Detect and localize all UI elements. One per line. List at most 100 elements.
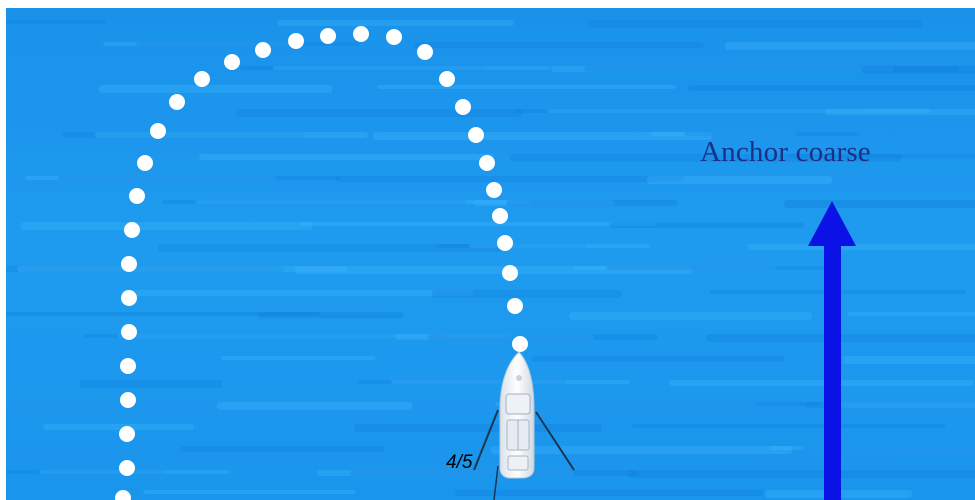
water-streak: [725, 42, 975, 50]
path-dot: [194, 71, 210, 87]
water-streak: [473, 200, 614, 206]
water-streak: [395, 334, 594, 340]
diagram-canvas: [6, 8, 975, 500]
water-streak: [117, 334, 510, 338]
path-dot: [121, 256, 137, 272]
arrow-head: [808, 201, 856, 246]
water-streak: [747, 244, 975, 250]
path-dot: [121, 324, 137, 340]
water-streak: [414, 42, 704, 48]
water-streak: [584, 66, 958, 72]
water-streak: [573, 266, 776, 270]
path-dot: [119, 460, 135, 476]
water-streak: [373, 132, 712, 140]
boat-cabin: [505, 393, 531, 415]
path-dot: [439, 71, 455, 87]
boat-icon: [473, 351, 575, 500]
water-streak: [162, 200, 466, 204]
water-streak: [58, 176, 340, 180]
water-streak: [143, 490, 356, 494]
path-dot: [124, 222, 140, 238]
path-dot: [468, 127, 484, 143]
path-dot: [137, 155, 153, 171]
path-dot: [150, 123, 166, 139]
water-streak: [669, 380, 974, 386]
water-streak: [99, 85, 332, 93]
path-dot: [486, 182, 502, 198]
path-dot: [169, 94, 185, 110]
water-streak: [295, 266, 692, 274]
water-streak: [610, 222, 804, 228]
path-dot: [255, 42, 271, 58]
path-dot: [507, 298, 523, 314]
water-streak: [847, 312, 975, 316]
water-streak: [221, 356, 376, 360]
water-streak: [354, 424, 602, 432]
path-dot: [320, 28, 336, 44]
water-streak: [514, 109, 866, 113]
water-streak: [491, 446, 792, 454]
boat-wake-right: [535, 411, 575, 471]
water-streak: [21, 222, 312, 230]
water-streak: [551, 66, 894, 72]
boat-path-dots: [115, 26, 528, 500]
water-streak: [788, 154, 975, 158]
water-streak: [839, 402, 975, 408]
path-dot: [492, 208, 508, 224]
path-dot: [121, 290, 137, 306]
water-streak: [532, 356, 784, 362]
water-streak: [158, 244, 502, 252]
anchor-course-label: Anchor coarse: [700, 136, 871, 168]
water-streak: [454, 490, 764, 496]
water-streak: [62, 132, 304, 138]
water-streak: [336, 176, 684, 182]
water-streak: [647, 176, 832, 184]
path-dot: [129, 188, 145, 204]
water-streak: [510, 154, 902, 162]
water-streak: [632, 424, 946, 428]
path-dot: [119, 426, 135, 442]
water-streak: [17, 266, 348, 272]
water-streak: [80, 380, 222, 388]
water-streak: [843, 356, 975, 364]
boat-wake-left: [473, 409, 499, 471]
arrow-up-icon: [808, 201, 856, 500]
water-streak: [277, 20, 514, 26]
water-streak: [495, 402, 756, 406]
water-streak: [825, 109, 975, 115]
water-streak: [377, 85, 676, 89]
water-streak: [195, 200, 530, 204]
water-streak: [199, 154, 494, 160]
water-streak: [588, 20, 922, 28]
water-streak: [528, 402, 820, 406]
water-streak: [258, 312, 404, 318]
water-streak: [103, 42, 296, 46]
water-streak: [684, 132, 860, 136]
water-fill: [6, 8, 975, 500]
water-streak: [506, 200, 678, 206]
water-streak: [432, 290, 622, 298]
path-dot: [353, 26, 369, 42]
water-streak: [350, 470, 638, 476]
water-streak: [25, 176, 276, 180]
water-streak: [95, 132, 368, 138]
arrow-shaft: [824, 240, 841, 500]
water-streak: [6, 20, 106, 24]
water-streak: [180, 446, 384, 452]
path-dot: [120, 392, 136, 408]
water-streak: [606, 266, 840, 270]
boat-stern: [507, 455, 529, 471]
path-dot: [288, 33, 304, 49]
path-dot: [497, 235, 513, 251]
water-streak: [651, 132, 796, 136]
water-streak: [43, 424, 194, 430]
water-streak: [802, 446, 975, 450]
path-dot: [386, 29, 402, 45]
page-counter: 4/5: [446, 452, 473, 473]
water-streak: [299, 222, 656, 226]
water-streak: [469, 244, 650, 248]
water-streak: [273, 66, 550, 70]
water-streak: [862, 66, 975, 74]
water-streak: [806, 402, 975, 408]
